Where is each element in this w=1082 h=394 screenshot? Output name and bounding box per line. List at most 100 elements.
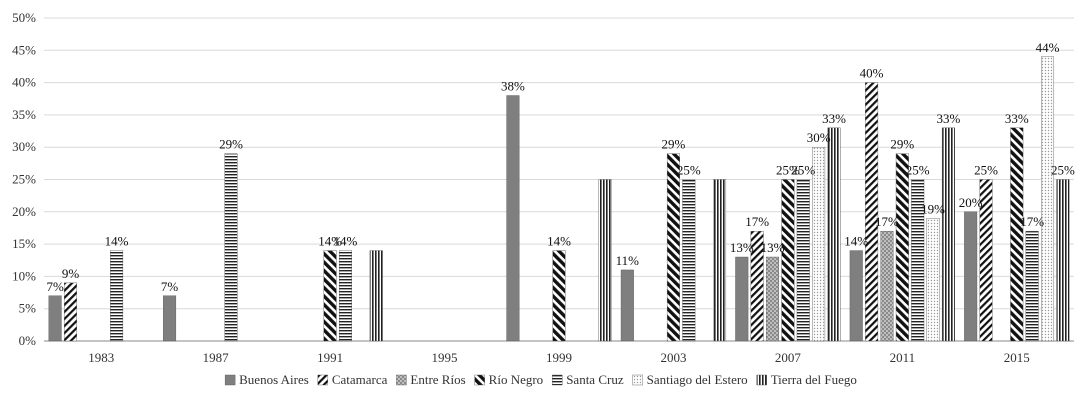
x-tick-label: 1987: [203, 350, 230, 365]
bar: [682, 179, 696, 342]
bar: [224, 153, 238, 342]
data-label: 29%: [890, 137, 914, 152]
data-label: 13%: [730, 240, 754, 255]
data-label: 25%: [677, 163, 701, 178]
legend-item: Entre Ríos: [396, 372, 466, 387]
data-label: 14%: [844, 234, 868, 249]
data-label: 25%: [791, 163, 815, 178]
bar: [865, 82, 879, 342]
legend-label: Tierra del Fuego: [771, 372, 857, 387]
bar: [1056, 179, 1070, 342]
legend-swatch: [474, 374, 485, 386]
bar: [1041, 56, 1055, 342]
legend-item: Tierra del Fuego: [756, 372, 857, 387]
data-label: 17%: [875, 214, 899, 229]
bar: [812, 146, 826, 342]
data-label: 44%: [1036, 40, 1060, 55]
legend-swatch: [551, 374, 563, 386]
y-tick-label: 20%: [12, 204, 36, 219]
bar: [880, 230, 894, 342]
bar: [827, 127, 841, 342]
data-label: 25%: [1051, 163, 1075, 178]
bar: [911, 179, 925, 342]
bar: [979, 179, 993, 342]
y-tick-label: 45%: [12, 42, 36, 57]
bar: [750, 230, 764, 342]
bar: [48, 295, 62, 342]
y-tick-label: 25%: [12, 172, 36, 187]
data-label: 25%: [776, 163, 800, 178]
x-tick-label: 1999: [546, 350, 572, 365]
bar: [1025, 230, 1039, 342]
data-label: 14%: [547, 234, 571, 249]
legend-item: Santiago del Estero: [632, 372, 748, 387]
bar: [338, 250, 352, 342]
data-label: 25%: [906, 163, 930, 178]
x-tick-label: 1995: [432, 350, 458, 365]
legend-swatch: [632, 374, 643, 386]
data-labels: 7% 7%38%11%13% 14%20%9%17%40%25%13%17%14% 1…: [46, 40, 1075, 294]
legend-swatch: [317, 374, 329, 386]
x-tick-label: 2015: [1004, 350, 1030, 365]
legend-label: Catamarca: [332, 372, 388, 387]
legend-item: Río Negro: [474, 372, 544, 387]
gridlines: [44, 17, 1074, 342]
bar: [666, 153, 680, 342]
data-label: 17%: [745, 214, 769, 229]
bar: [110, 250, 124, 342]
bar: [323, 250, 337, 342]
legend-label: Santa Cruz: [566, 372, 624, 387]
legend-label: Santiago del Estero: [647, 372, 748, 387]
legend-label: Río Negro: [489, 372, 544, 387]
bar: [735, 256, 749, 342]
y-tick-label: 15%: [12, 236, 36, 251]
data-label: 7%: [161, 279, 179, 294]
y-tick-label: 40%: [12, 75, 36, 90]
legend-item: Santa Cruz: [551, 372, 624, 387]
bar: [796, 179, 810, 342]
bars: [48, 56, 1070, 342]
legend-label: Buenos Aires: [239, 372, 309, 387]
legend-swatch: [396, 374, 407, 386]
bar: [713, 179, 727, 342]
data-label: 30%: [807, 130, 831, 145]
legend-swatch: [756, 374, 767, 386]
bar: [506, 95, 520, 342]
bar: [964, 211, 978, 342]
legend-label: Entre Ríos: [410, 372, 465, 387]
y-tick-label: 35%: [12, 107, 36, 122]
data-label: 19%: [921, 201, 945, 216]
data-label: 25%: [974, 163, 998, 178]
x-tick-label: 2011: [890, 350, 916, 365]
bar: [369, 250, 383, 342]
bar: [895, 153, 909, 342]
bar: [552, 250, 566, 342]
data-label: 33%: [822, 111, 846, 126]
data-label: 40%: [860, 66, 884, 81]
data-label: 33%: [937, 111, 961, 126]
data-label: 33%: [1005, 111, 1029, 126]
data-label: 29%: [219, 137, 243, 152]
bar: [849, 250, 863, 342]
y-tick-label: 5%: [19, 301, 37, 316]
data-label: 11%: [616, 253, 640, 268]
legend: Buenos Aires Catamarca Entre Ríos Río Negro…: [224, 372, 857, 387]
x-axis-ticks: 1983 1987 1991 1995 1999 2003 2007 2011 2015: [88, 350, 1030, 365]
legend-item: Buenos Aires: [224, 372, 309, 387]
x-tick-label: 2003: [660, 350, 686, 365]
data-label: 14%: [105, 234, 129, 249]
bar: [766, 256, 780, 342]
y-axis-ticks: 0% 5% 10% 15% 20% 25% 30% 35% 40% 45% 50%: [12, 10, 36, 348]
x-tick-label: 2007: [775, 350, 802, 365]
y-tick-label: 10%: [12, 268, 36, 283]
bar: [598, 179, 612, 342]
bar: [620, 269, 634, 342]
data-label: 9%: [62, 266, 80, 281]
bar: [941, 127, 955, 342]
data-label: 17%: [1020, 214, 1044, 229]
data-label: 13%: [761, 240, 785, 255]
y-tick-label: 50%: [12, 10, 36, 25]
data-label: 38%: [501, 79, 525, 94]
legend-item: Catamarca: [317, 372, 388, 387]
legend-swatch: [224, 374, 236, 386]
